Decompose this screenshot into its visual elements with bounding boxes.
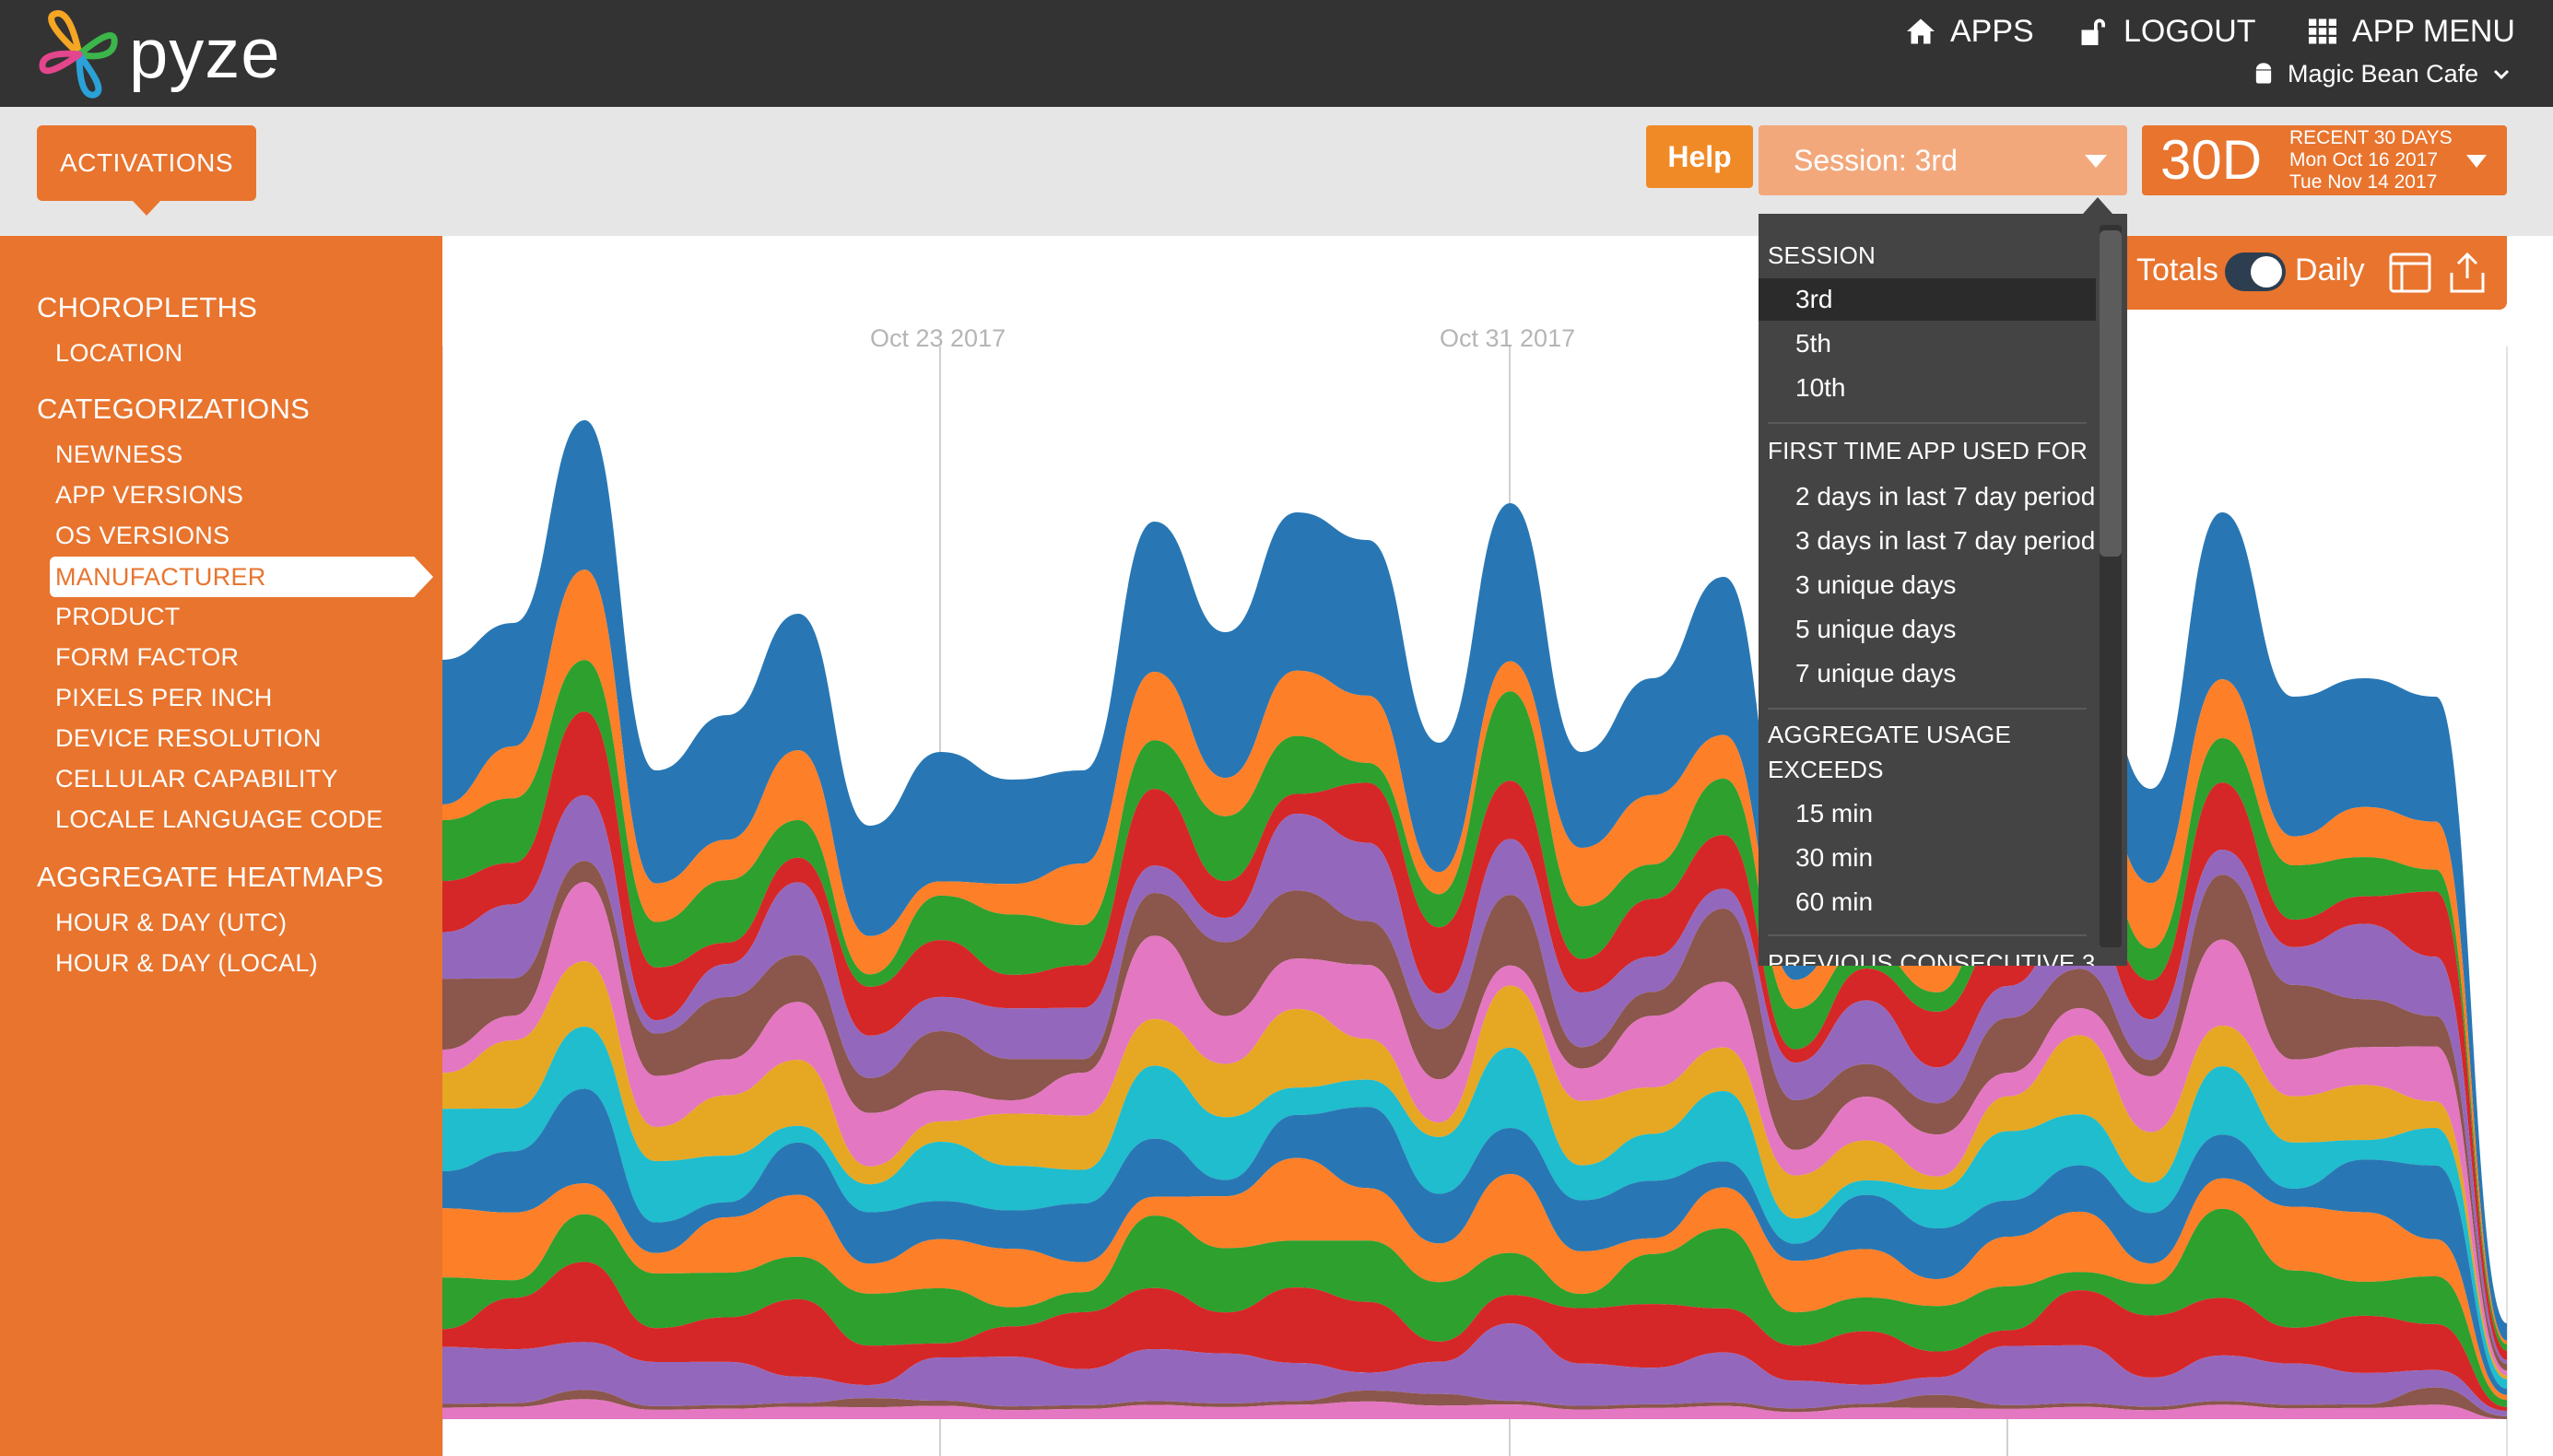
android-icon	[2255, 63, 2272, 84]
chevron-down-icon	[2494, 69, 2510, 80]
dropdown-divider	[1768, 708, 2087, 710]
table-view-button[interactable]	[2387, 251, 2433, 295]
dropdown-pointer	[2083, 197, 2112, 214]
sidebar-item-device-resolution[interactable]: DEVICE RESOLUTION	[55, 724, 322, 752]
stream-layer[interactable]	[442, 420, 2507, 1341]
unlock-icon	[2081, 18, 2105, 45]
stream-layer[interactable]	[442, 1027, 2507, 1389]
sidebar-item-pixels-per-inch[interactable]: PIXELS PER INCH	[55, 684, 273, 711]
streamgraph-svg	[442, 346, 2508, 1456]
stream-layer[interactable]	[442, 961, 2507, 1380]
sidebar-item-product[interactable]: PRODUCT	[55, 603, 181, 630]
dropdown-option-3-unique[interactable]: 3 unique days	[1795, 570, 1957, 599]
help-button[interactable]: Help	[1646, 125, 1753, 188]
dropdown-group-session: SESSION	[1768, 241, 1876, 269]
dropdown-group-aggregate-usage: AGGREGATE USAGE EXCEEDS	[1768, 721, 2012, 783]
stream-layer[interactable]	[442, 1157, 2507, 1401]
sidebar-section-categorizations: CATEGORIZATIONS	[37, 393, 311, 425]
sidebar-item-newness[interactable]: NEWNESS	[55, 440, 183, 468]
activations-tab[interactable]: ACTIVATIONS	[37, 125, 256, 216]
pyze-logo-icon	[39, 10, 118, 99]
account-selector[interactable]: Magic Bean Cafe	[2253, 55, 2524, 92]
dropdown-option-7-unique[interactable]: 7 unique days	[1795, 659, 1957, 687]
toolbar-strip	[0, 107, 2553, 236]
dropdown-option-5-unique[interactable]: 5 unique days	[1795, 615, 1957, 643]
stream-layer[interactable]	[442, 1208, 2507, 1407]
pyze-logo[interactable]: pyze	[37, 6, 281, 101]
sidebar: CHOROPLETHS LOCATION CATEGORIZATIONS NEW…	[0, 236, 442, 1456]
session-select-value: Session: 3rd	[1794, 143, 1958, 177]
apps-label: APPS	[1950, 13, 2034, 49]
account-name: Magic Bean Cafe	[2288, 59, 2479, 88]
sidebar-item-location[interactable]: LOCATION	[55, 339, 183, 367]
dropdown-option-2-days[interactable]: 2 days in last 7 day period	[1795, 482, 2096, 511]
session-dropdown-menu: SESSION 3rd 5th 10th FIRST TIME APP USED…	[1759, 214, 2127, 966]
dropdown-option-3rd[interactable]: 3rd	[1759, 278, 2096, 321]
share-icon	[2450, 252, 2485, 293]
dropdown-divider	[1768, 422, 2087, 424]
dropdown-group-first-time: FIRST TIME APP USED FOR	[1768, 437, 2088, 464]
streamgraph-chart[interactable]: Oct 23 2017 Oct 31 2017	[442, 236, 2553, 1456]
top-bar: pyze APPS LOGOUT APP MENU Magic Bean Caf…	[0, 0, 2553, 107]
stream-layer[interactable]	[442, 861, 2507, 1371]
totals-daily-toggle[interactable]	[2225, 252, 2286, 291]
dropdown-option-15-min[interactable]: 15 min	[1795, 799, 1874, 828]
home-icon	[1907, 18, 1935, 44]
sidebar-item-hour-day-utc[interactable]: HOUR & DAY (UTC)	[55, 909, 288, 936]
dropdown-option-30-min[interactable]: 30 min	[1795, 843, 1874, 872]
sidebar-section-aggregate-heatmaps: AGGREGATE HEATMAPS	[37, 861, 384, 893]
stream-layer[interactable]	[442, 569, 2507, 1344]
logout-label: LOGOUT	[2124, 13, 2256, 49]
sidebar-item-hour-day-local[interactable]: HOUR & DAY (LOCAL)	[55, 949, 318, 977]
range-start: Mon Oct 16 2017	[2289, 149, 2439, 170]
caret-down-icon	[2085, 155, 2107, 168]
dropdown-option-3-days[interactable]: 3 days in last 7 day period	[1795, 526, 2096, 555]
sidebar-item-app-versions[interactable]: APP VERSIONS	[55, 481, 244, 509]
app-menu-label: APP MENU	[2352, 13, 2515, 49]
range-details: RECENT 30 DAYS Mon Oct 16 2017 Tue Nov 1…	[2289, 127, 2453, 194]
totals-label[interactable]: Totals	[2136, 252, 2218, 288]
sidebar-item-manufacturer[interactable]: MANUFACTURER	[50, 557, 433, 597]
stream-layer[interactable]	[442, 1323, 2507, 1416]
sidebar-item-form-factor[interactable]: FORM FACTOR	[55, 643, 240, 671]
sidebar-item-os-versions[interactable]: OS VERSIONS	[55, 522, 230, 549]
range-end: Tue Nov 14 2017	[2289, 171, 2438, 193]
range-label: RECENT 30 DAYS	[2289, 127, 2453, 148]
sidebar-item-locale-language-code[interactable]: LOCALE LANGUAGE CODE	[55, 805, 383, 833]
stream-layer[interactable]	[442, 660, 2507, 1351]
chart-tools: Totals Daily	[2111, 236, 2507, 310]
range-short: 30D	[2160, 129, 2263, 191]
stream-layer[interactable]	[442, 1088, 2507, 1395]
dropdown-scrollbar-thumb[interactable]	[2100, 230, 2122, 557]
stream-layer[interactable]	[442, 882, 2507, 1376]
dropdown-option-10th[interactable]: 10th	[1795, 373, 1846, 402]
sidebar-item-cellular-capability[interactable]: CELLULAR CAPABILITY	[55, 765, 338, 793]
dropdown-group-previous-consecutive: PREVIOUS CONSECUTIVE 3	[1768, 949, 2096, 966]
logout-link[interactable]: LOGOUT	[2077, 11, 2256, 52]
dropdown-option-5th[interactable]: 5th	[1795, 329, 1831, 358]
sidebar-section-choropleths: CHOROPLETHS	[37, 291, 258, 323]
caret-down-icon	[2466, 155, 2487, 168]
date-range-picker[interactable]: 30D RECENT 30 DAYS Mon Oct 16 2017 Tue N…	[2142, 125, 2507, 195]
x-tick-label: Oct 23 2017	[870, 324, 1006, 352]
dropdown-divider	[1768, 934, 2087, 936]
x-tick-label: Oct 31 2017	[1440, 324, 1576, 352]
session-select[interactable]: Session: 3rd	[1759, 125, 2127, 195]
grid-icon	[2309, 18, 2336, 44]
export-button[interactable]	[2444, 251, 2490, 295]
stream-layer[interactable]	[442, 1262, 2507, 1411]
logo-text: pyze	[129, 14, 281, 93]
app-menu-link[interactable]: APP MENU	[2306, 11, 2515, 52]
stream-layer[interactable]	[442, 1399, 2507, 1419]
stream-layer[interactable]	[442, 1387, 2507, 1419]
apps-link[interactable]: APPS	[1904, 11, 2034, 52]
daily-label[interactable]: Daily	[2295, 252, 2365, 288]
table-icon	[2389, 252, 2431, 293]
toggle-knob	[2251, 256, 2282, 288]
dropdown-option-60-min[interactable]: 60 min	[1795, 887, 1874, 916]
